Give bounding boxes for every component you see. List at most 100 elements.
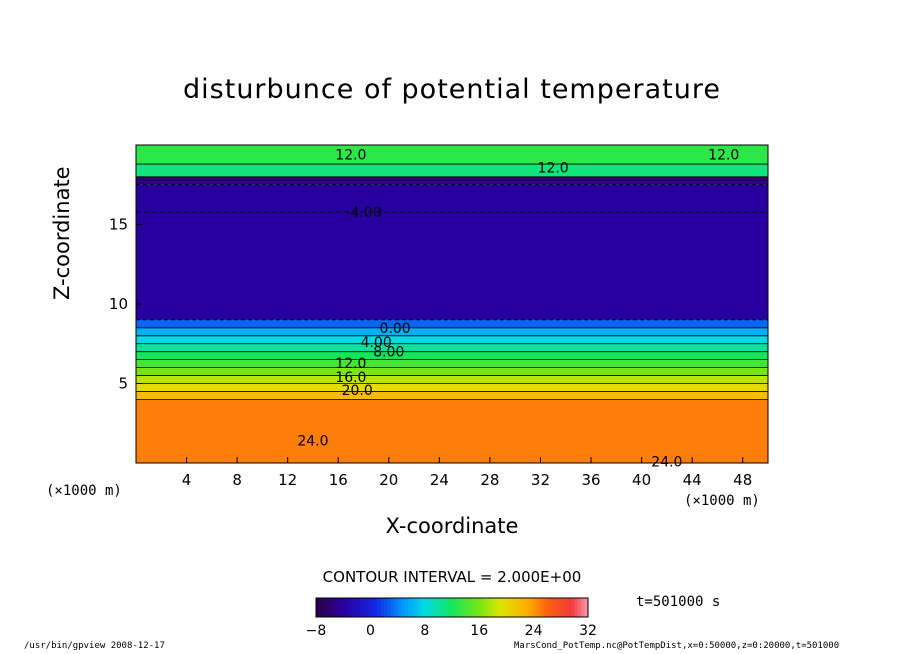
colorbar-cell: [540, 598, 545, 617]
layer-band: [136, 164, 768, 177]
layer-band: [136, 391, 768, 400]
contour-label: 12.0: [538, 160, 569, 176]
colorbar-cell: [401, 598, 405, 617]
y-axis-unit: (×1000 m): [46, 483, 122, 499]
layer-band: [136, 327, 768, 336]
colorbar-cell: [526, 598, 531, 617]
colorbar-cell: [499, 598, 504, 617]
contour-label: 16.0: [335, 370, 366, 386]
x-tick-label: 48: [733, 471, 752, 489]
colorbar-cell: [465, 598, 470, 617]
layer-band: [136, 184, 768, 320]
colorbar-cell: [537, 598, 541, 617]
colorbar-cell: [350, 598, 354, 617]
contour-label: 0.00: [380, 321, 411, 337]
colorbar-cell: [554, 598, 558, 617]
colorbar-cell: [370, 598, 375, 617]
x-axis-label: X-coordinate: [385, 514, 519, 538]
colorbar-tick-label: 32: [579, 623, 597, 639]
layer-band: [136, 375, 768, 384]
footer-right: MarsCond_PotTemp.nc@PotTempDist,x=0:5000…: [514, 641, 840, 651]
colorbar-tick-label: 0: [366, 623, 375, 639]
colorbar-cell: [509, 598, 514, 617]
x-tick-label: 20: [379, 471, 398, 489]
colorbar-cell: [492, 598, 497, 617]
x-tick-label: 16: [329, 471, 348, 489]
colorbar-cell: [380, 598, 385, 617]
contour-interval-text: CONTOUR INTERVAL = 2.000E+00: [322, 568, 582, 586]
chart-title: disturbunce of potential temperature: [183, 74, 721, 105]
contour-label: 20.0: [342, 383, 373, 399]
colorbar-cell: [418, 598, 422, 617]
colorbar-cell: [448, 598, 453, 617]
layer-band: [136, 335, 768, 344]
colorbar-cell: [479, 598, 484, 617]
colorbar-cell: [455, 598, 460, 617]
colorbar-cell: [503, 598, 507, 617]
colorbar-cell: [581, 598, 586, 617]
colorbar-cell: [377, 598, 382, 617]
y-tick-label: 15: [109, 216, 128, 234]
contour-label: 8.00: [373, 345, 404, 361]
colorbar-cell: [411, 598, 416, 617]
colorbar-cell: [452, 598, 456, 617]
contour-label: 12.0: [335, 148, 366, 164]
colorbar-cell: [339, 598, 344, 617]
colorbar-cell: [343, 598, 348, 617]
colorbar-cell: [486, 598, 490, 617]
colorbar-cell: [516, 598, 521, 617]
colorbar-cell: [445, 598, 450, 617]
layer-band: [136, 351, 768, 360]
layer-band: [136, 359, 768, 368]
x-tick-label: 32: [531, 471, 550, 489]
footer-left: /usr/bin/gpview 2008-12-17: [24, 641, 165, 651]
layer-band: [136, 399, 768, 463]
colorbar-cell: [513, 598, 518, 617]
colorbar-cell: [397, 598, 402, 617]
time-label: t=501000 s: [636, 594, 721, 610]
colorbar-cell: [441, 598, 446, 617]
colorbar-cell: [336, 598, 341, 617]
contour-label: 12.0: [335, 356, 366, 372]
colorbar-cell: [438, 598, 443, 617]
colorbar-cell: [533, 598, 538, 617]
colorbar-cell: [462, 598, 467, 617]
layer-band: [136, 176, 768, 185]
colorbar-cell: [435, 598, 439, 617]
layer-band: [136, 367, 768, 376]
layer-band: [136, 383, 768, 392]
colorbar-cell: [367, 598, 371, 617]
colorbar-cell: [469, 598, 473, 617]
colorbar-tick-label: 8: [420, 623, 429, 639]
colorbar-cell: [577, 598, 582, 617]
colorbar-cell: [489, 598, 494, 617]
layer-band: [136, 145, 768, 165]
colorbar-cell: [360, 598, 365, 617]
colorbar-cell: [506, 598, 511, 617]
contour-label: -4.00: [345, 205, 381, 221]
layer-band: [136, 319, 768, 328]
contour-label: 24.0: [651, 454, 682, 470]
colorbar-cell: [373, 598, 378, 617]
colorbar-cell: [407, 598, 412, 617]
colorbar-tick-label: 24: [525, 623, 543, 639]
colorbar-cell: [472, 598, 477, 617]
colorbar-cell: [428, 598, 433, 617]
colorbar-cell: [584, 598, 589, 617]
colorbar-cell: [520, 598, 524, 617]
colorbar-cell: [316, 598, 320, 617]
colorbar-cell: [530, 598, 535, 617]
colorbar-cell: [475, 598, 480, 617]
colorbar-cell: [346, 598, 351, 617]
colorbar-cell: [458, 598, 463, 617]
layer-band: [136, 343, 768, 352]
colorbar-tick-label: 16: [470, 623, 488, 639]
colorbar-cell: [387, 598, 392, 617]
contour-label: 12.0: [708, 148, 739, 164]
colorbar-cell: [404, 598, 409, 617]
x-axis-unit: (×1000 m): [684, 493, 760, 509]
colorbar-cell: [550, 598, 555, 617]
colorbar-cell: [482, 598, 487, 617]
colorbar-cell: [571, 598, 575, 617]
